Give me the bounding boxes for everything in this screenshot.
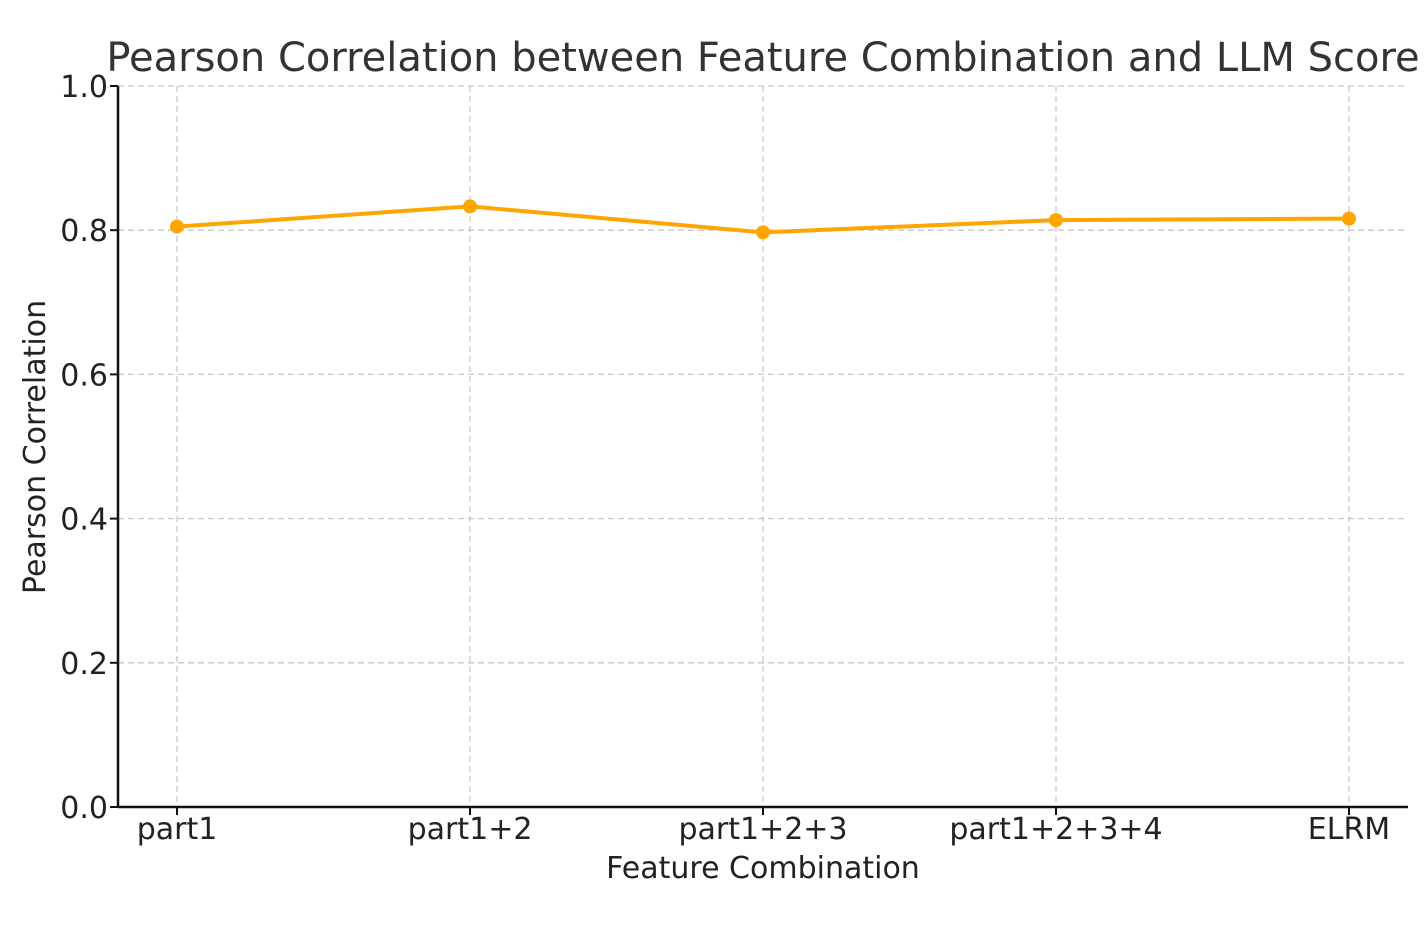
x-axis-label: Feature Combination [606,851,920,886]
data-point [1049,213,1063,228]
series-layer [170,199,1356,240]
data-point [463,199,477,214]
y-tick-label: 0.4 [60,503,108,538]
y-axis-label: Pearson Correlation [18,300,53,594]
y-tick-label: 0.6 [60,358,108,393]
grid-layer [118,85,1408,807]
ticks-layer: 0.0 0.2 0.4 0.6 0.8 1.0 part1 part1+2 part1+2+3 p… [60,70,1390,847]
y-tick-label: 0.8 [60,214,108,249]
chart-title: Pearson Correlation between Feature Comb… [106,35,1419,81]
x-tick-label: part1+2+3 [678,812,847,847]
y-tick-label: 0.2 [60,647,108,682]
x-tick-label: ELRM [1308,812,1390,847]
y-tick-label: 1.0 [60,70,108,105]
x-tick-label: part1+2 [408,812,533,847]
y-tick-label: 0.0 [60,791,108,826]
x-tick-label: part1 [137,812,218,847]
data-point [1342,211,1356,226]
data-point [170,219,184,234]
data-point [756,225,770,240]
x-tick-label: part1+2+3+4 [949,812,1162,847]
